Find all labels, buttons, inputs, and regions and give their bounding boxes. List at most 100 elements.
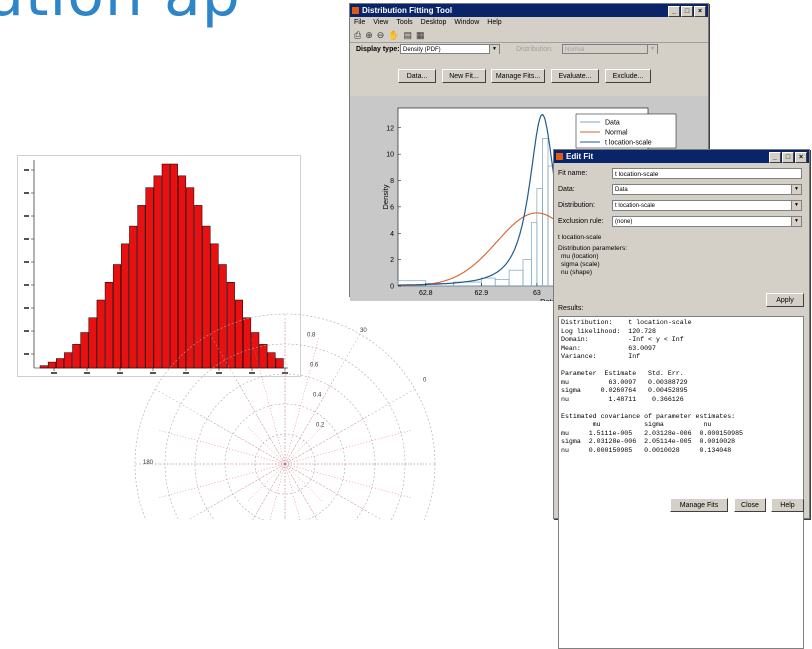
exclusion-rule-select[interactable]: (none) ▼ <box>612 216 802 227</box>
y-tick-label: 8 <box>390 178 394 185</box>
results-line: Estimated covariance of parameter estima… <box>561 412 736 420</box>
x-tick-mark <box>150 372 156 374</box>
parameter-mu: mu (location) <box>561 253 599 260</box>
legend-entry: Data <box>605 120 620 127</box>
apply-button[interactable]: Apply <box>766 293 804 307</box>
histogram-bar <box>243 317 252 369</box>
manage-fits-button[interactable]: Manage Fits... <box>491 69 545 83</box>
polar-data-ray <box>284 463 323 502</box>
histogram-bar <box>121 243 130 369</box>
polar-figure: 0.8 0.6 0.4 0.2 30 0 180 <box>120 296 450 520</box>
polar-data-ray <box>269 463 286 520</box>
histogram-bar <box>234 299 243 369</box>
print-icon[interactable]: ⎙ <box>354 29 362 40</box>
main-titlebar: Distribution Fitting Tool _ □ × <box>350 4 708 17</box>
polar-radial-label: 0.4 <box>313 393 322 399</box>
minimize-button[interactable]: _ <box>769 152 781 163</box>
menu-help[interactable]: Help <box>487 19 502 26</box>
y-tick-mark <box>24 192 29 194</box>
y-tick-label: 2 <box>390 257 394 264</box>
distribution-select[interactable]: Normal ▼ <box>562 44 658 54</box>
results-line <box>561 404 801 413</box>
exclude-button[interactable]: Exclude... <box>605 69 651 83</box>
x-tick-mark <box>249 372 255 374</box>
manage-fits-button[interactable]: Manage Fits <box>670 498 728 512</box>
main-toolbar: ⎙ ⊕ ⊖ ✋ ▤ ▦ <box>350 28 708 43</box>
histogram-bar <box>194 205 203 369</box>
y-tick-mark <box>24 215 29 217</box>
y-tick-mark <box>24 353 29 355</box>
results-line: Mean: 63.0097 <box>561 344 656 352</box>
results-textbox[interactable]: Distribution: t location-scale Log likeli… <box>558 316 804 649</box>
menu-desktop[interactable]: Desktop <box>420 19 447 26</box>
chevron-down-icon: ▼ <box>791 217 801 226</box>
histogram-bar <box>72 344 81 369</box>
distribution-parameters-panel: t location-scale Distribution parameters… <box>558 234 804 294</box>
zoom-out-icon[interactable]: ⊖ <box>376 29 385 40</box>
polar-data-ray <box>284 379 334 465</box>
data-select[interactable]: Data ▼ <box>612 184 802 195</box>
histogram-bar <box>56 358 65 369</box>
display-type-value: Density (PDF) <box>403 47 441 53</box>
polar-data-ray <box>284 415 370 465</box>
fit-name-input[interactable]: t location-scale <box>612 168 802 179</box>
evaluate-button[interactable]: Evaluate... <box>551 69 599 83</box>
edit-fit-window: Edit Fit _ □ × Fit name: t location-scal… <box>553 149 810 649</box>
minimize-button[interactable]: _ <box>668 6 680 17</box>
menu-view[interactable]: View <box>373 19 389 26</box>
polar-data-ray <box>200 463 286 513</box>
polar-data-ray <box>284 463 370 513</box>
menu-window[interactable]: Window <box>454 19 480 26</box>
main-menubar: File View Tools Desktop Window Help <box>350 17 708 28</box>
zoom-in-icon[interactable]: ⊕ <box>365 29 373 40</box>
close-button[interactable]: × <box>694 6 706 17</box>
x-tick-mark <box>51 372 57 374</box>
histogram-bar <box>218 264 227 369</box>
histogram-bar <box>47 361 56 369</box>
y-tick-mark <box>24 238 29 240</box>
histogram-bar <box>210 243 219 369</box>
polar-data-ray <box>284 463 318 520</box>
x-tick-mark <box>216 372 222 374</box>
menu-tools[interactable]: Tools <box>396 19 413 26</box>
y-tick-mark <box>24 169 29 171</box>
distribution-select[interactable]: t location-scale ▼ <box>612 200 802 211</box>
distribution-label: Distribution: <box>558 202 595 209</box>
display-type-select[interactable]: Density (PDF) ▼ <box>400 44 500 54</box>
pan-icon[interactable]: ✋ <box>388 29 400 40</box>
polar-data-ray <box>236 379 286 465</box>
polar-data-ray <box>284 463 412 499</box>
distribution-name: t location-scale <box>558 234 602 241</box>
histogram-bar <box>186 187 195 369</box>
maximize-button[interactable]: □ <box>782 152 794 163</box>
chevron-down-icon: ▼ <box>489 45 499 54</box>
data-button[interactable]: Data... <box>398 69 436 83</box>
results-line: sigma 0.0260764 0.00452895 <box>561 387 688 394</box>
histogram-bar <box>202 225 211 369</box>
histogram-bar <box>137 205 146 369</box>
parameter-nu: nu (shape) <box>561 269 593 276</box>
legend-icon[interactable]: ▤ <box>403 29 413 40</box>
new-fit-button[interactable]: New Fit... <box>442 69 486 83</box>
polar-angle-label: 30 <box>360 328 367 334</box>
menu-file[interactable]: File <box>354 19 366 26</box>
chevron-down-icon: ▼ <box>791 185 801 194</box>
maximize-button[interactable]: □ <box>681 6 693 17</box>
histogram-bar <box>153 175 162 369</box>
results-line: Log likelihood: 120.728 <box>561 327 656 335</box>
help-button[interactable]: Help <box>771 498 804 512</box>
results-line: Distribution: t location-scale <box>561 319 692 326</box>
polar-data-ray <box>247 463 286 502</box>
histogram-bar <box>80 332 89 369</box>
histogram-bar <box>275 358 284 369</box>
close-button[interactable]: × <box>795 152 807 163</box>
y-axis-label: Density <box>381 184 390 209</box>
polar-angle-label: 0 <box>423 378 427 384</box>
histogram-bar <box>251 332 260 369</box>
x-tick-label: 62.9 <box>475 290 489 297</box>
histogram-bar <box>88 317 97 369</box>
close-dialog-button[interactable]: Close <box>734 498 766 512</box>
grid-icon[interactable]: ▦ <box>416 29 425 40</box>
y-tick-mark <box>24 284 29 286</box>
histogram-bar <box>169 163 178 369</box>
